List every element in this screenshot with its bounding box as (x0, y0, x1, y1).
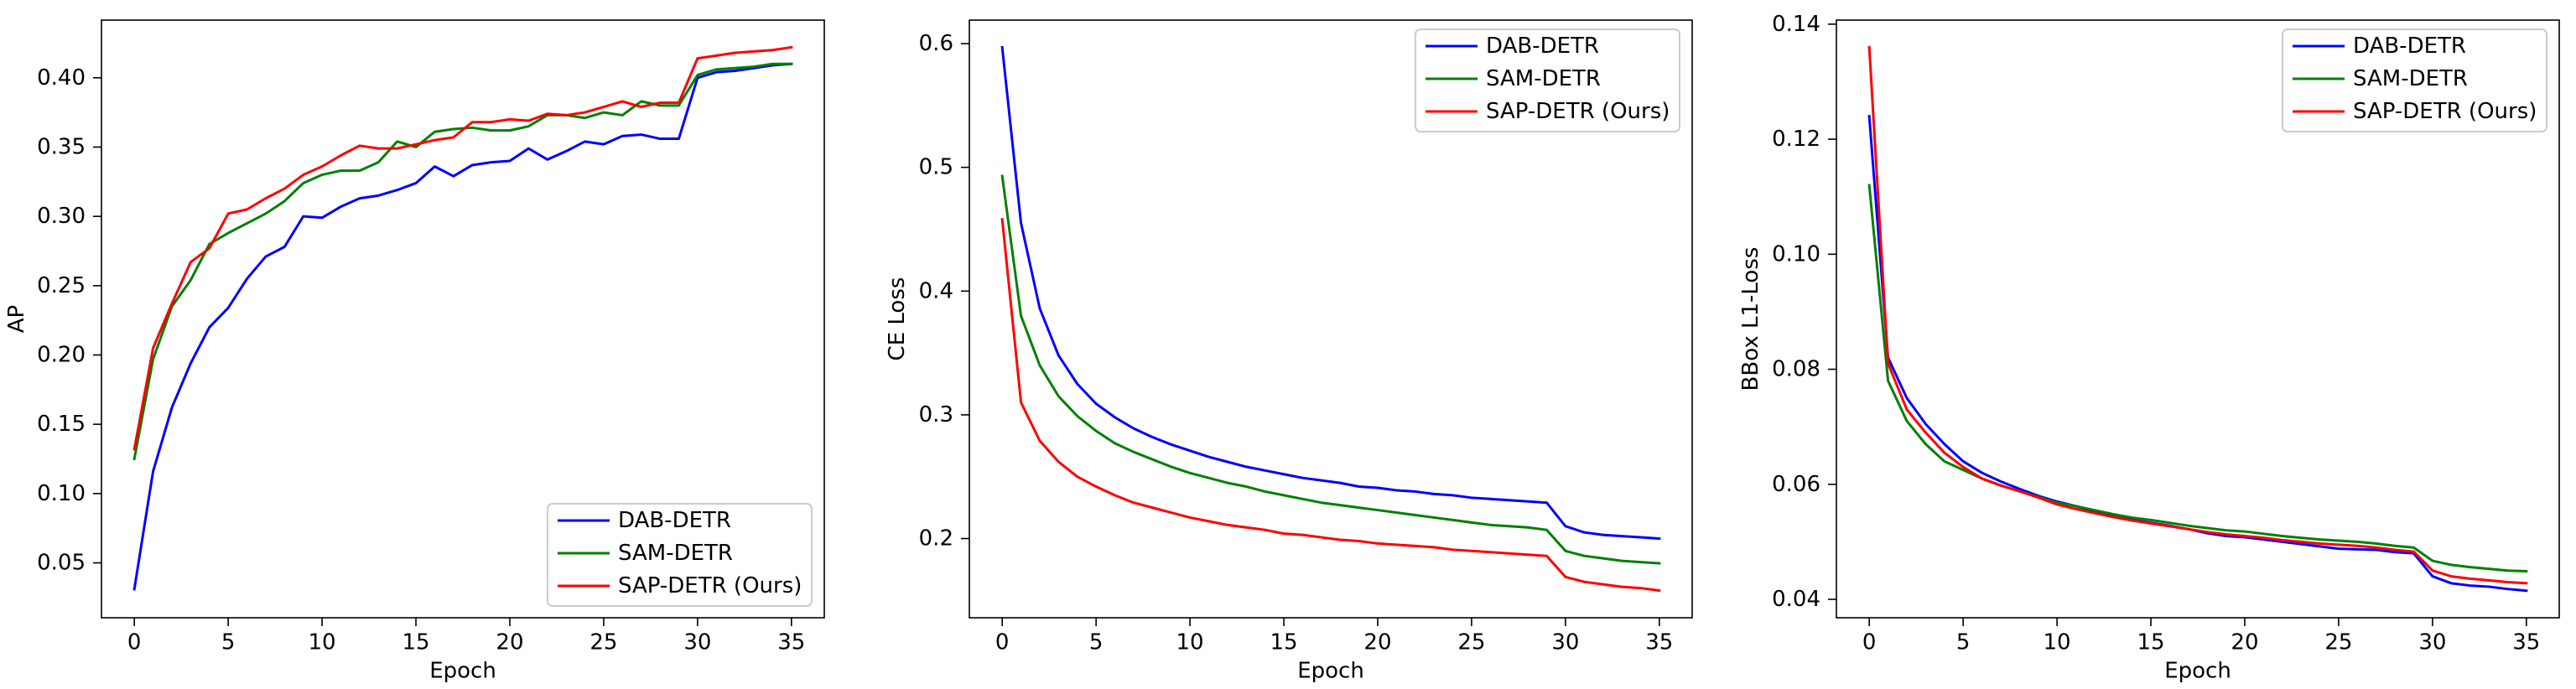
legend-box (2282, 28, 2547, 132)
legend: DAB-DETR SAM-DETR SAP-DETR (Ours) (547, 503, 813, 607)
x-tick-label: 10 (1176, 629, 1204, 655)
subplot-bbox-l1-loss: 0 5 10 15 20 25 30 35Epoch0.040.060.080.100.120… (1738, 12, 2560, 683)
y-tick-label: 0.05 (37, 551, 86, 576)
y-tick-label: 0.15 (37, 412, 86, 437)
legend-label: SAM-DETR (2353, 66, 2468, 91)
y-axis: 0.04 0.06 0.08 0.10 0.12 0.14 BBox L1-Loss (1738, 12, 1836, 612)
y-tick-label: 0.40 (37, 65, 86, 91)
x-tick-label: 10 (309, 629, 336, 655)
y-axis: 0.2 0.3 0.4 0.5 0.6 CE Loss (885, 31, 969, 552)
y-tick-label: 0.6 (919, 31, 953, 56)
legend-item: SAP-DETR (Ours) (1426, 99, 1670, 124)
x-tick-label: 30 (2418, 629, 2446, 655)
x-tick-label: 30 (1551, 629, 1579, 655)
x-tick-label: 35 (777, 629, 805, 655)
legend-item: DAB-DETR (1426, 34, 1599, 59)
y-tick-label: 0.20 (37, 342, 86, 367)
series-line-sam-detr (1000, 174, 1661, 565)
x-tick-label: 25 (2324, 629, 2352, 655)
y-tick-label: 0.2 (919, 526, 953, 552)
plot-area (132, 45, 793, 591)
y-tick-label: 0.04 (1772, 587, 1820, 612)
x-tick-label: 5 (1089, 629, 1104, 655)
legend: DAB-DETR SAM-DETR SAP-DETR (Ours) (2282, 28, 2547, 132)
y-axis-label: BBox L1-Loss (1738, 247, 1763, 391)
y-tick-label: 0.12 (1772, 127, 1820, 152)
plot-area (1000, 45, 1661, 593)
x-axis-label: Epoch (1297, 658, 1364, 683)
axes-frame (101, 19, 825, 619)
y-tick-label: 0.5 (919, 155, 953, 180)
legend-item: SAP-DETR (Ours) (558, 573, 802, 598)
x-tick-label: 5 (221, 629, 236, 655)
legend-label: SAM-DETR (618, 541, 733, 566)
legend-label: DAB-DETR (618, 508, 731, 533)
x-tick-label: 20 (1363, 629, 1391, 655)
x-tick-label: 35 (2512, 629, 2540, 655)
x-tick-label: 25 (1457, 629, 1485, 655)
plot-area (1867, 45, 2528, 593)
axes-frame (969, 19, 1693, 619)
series-line-sap-detr-ours (1000, 218, 1661, 593)
x-tick-label: 10 (2044, 629, 2071, 655)
series-line-dab-detr (1000, 45, 1661, 541)
legend-label: SAM-DETR (1486, 66, 1601, 91)
legend-label: DAB-DETR (1486, 34, 1599, 59)
series-line-sap-detr-ours (1867, 45, 2528, 585)
y-tick-label: 0.25 (37, 273, 86, 298)
x-tick-label: 15 (1270, 629, 1297, 655)
subplot-ap: 0 5 10 15 20 25 30 35Epoch0.050.100.150.200.250… (4, 19, 825, 683)
y-tick-label: 0.35 (37, 134, 86, 159)
legend-label: DAB-DETR (2353, 34, 2466, 59)
legend-item: SAM-DETR (2293, 66, 2468, 91)
x-tick-label: 25 (589, 629, 617, 655)
series-line-sap-detr-ours (132, 45, 793, 451)
x-tick-label: 0 (995, 629, 1010, 655)
x-tick-label: 0 (1862, 629, 1877, 655)
x-axis: 0 5 10 15 20 25 30 35 Epoch (1862, 618, 2540, 683)
y-tick-label: 0.4 (919, 278, 953, 303)
y-axis-label: AP (4, 305, 29, 333)
x-tick-label: 15 (402, 629, 429, 655)
legend-item: SAM-DETR (1426, 66, 1601, 91)
y-tick-label: 0.10 (1772, 241, 1820, 267)
series-line-dab-detr (132, 62, 793, 591)
x-tick-label: 5 (1956, 629, 1971, 655)
subplot-ce-loss: 0 5 10 15 20 25 30 35 Epoch 0.2 0.3 0.4 0.5 0.6 CE Los… (885, 19, 1693, 683)
y-tick-label: 0.14 (1772, 12, 1820, 37)
x-tick-label: 0 (127, 629, 142, 655)
legend-label: SAP-DETR (Ours) (2353, 99, 2537, 124)
legend: DAB-DETR SAM-DETR SAP-DETR (Ours) (1415, 28, 1680, 132)
x-axis-label: Epoch (429, 658, 496, 683)
legend-label: SAP-DETR (Ours) (618, 573, 802, 598)
legend-item: DAB-DETR (2293, 34, 2466, 59)
legend-item: DAB-DETR (558, 508, 731, 533)
legend-box (547, 503, 813, 607)
y-tick-label: 0.06 (1772, 472, 1820, 497)
y-axis-label: CE Loss (885, 277, 910, 361)
x-tick-label: 35 (1645, 629, 1673, 655)
legend-box (1415, 28, 1680, 132)
y-tick-label: 0.30 (37, 204, 86, 229)
y-axis: 0.05 0.10 0.15 0.20 0.25 0.30 0.35 0.40 AP (4, 65, 101, 576)
x-tick-label: 15 (2137, 629, 2164, 655)
x-tick-label: 20 (2231, 629, 2258, 655)
x-axis: 0 5 10 15 20 25 30 35 Epoch (127, 618, 805, 683)
x-axis: 0 5 10 15 20 25 30 35 Epoch (995, 618, 1673, 683)
x-axis-label: Epoch (2164, 658, 2231, 683)
y-tick-label: 0.3 (919, 402, 953, 427)
legend-label: SAP-DETR (Ours) (1486, 99, 1670, 124)
y-tick-label: 0.08 (1772, 357, 1820, 382)
axes-frame (1836, 19, 2560, 619)
x-tick-label: 30 (683, 629, 711, 655)
legend-item: SAM-DETR (558, 541, 733, 566)
legend-item: SAP-DETR (Ours) (2293, 99, 2537, 124)
x-tick-label: 20 (496, 629, 523, 655)
y-tick-label: 0.10 (37, 481, 86, 506)
